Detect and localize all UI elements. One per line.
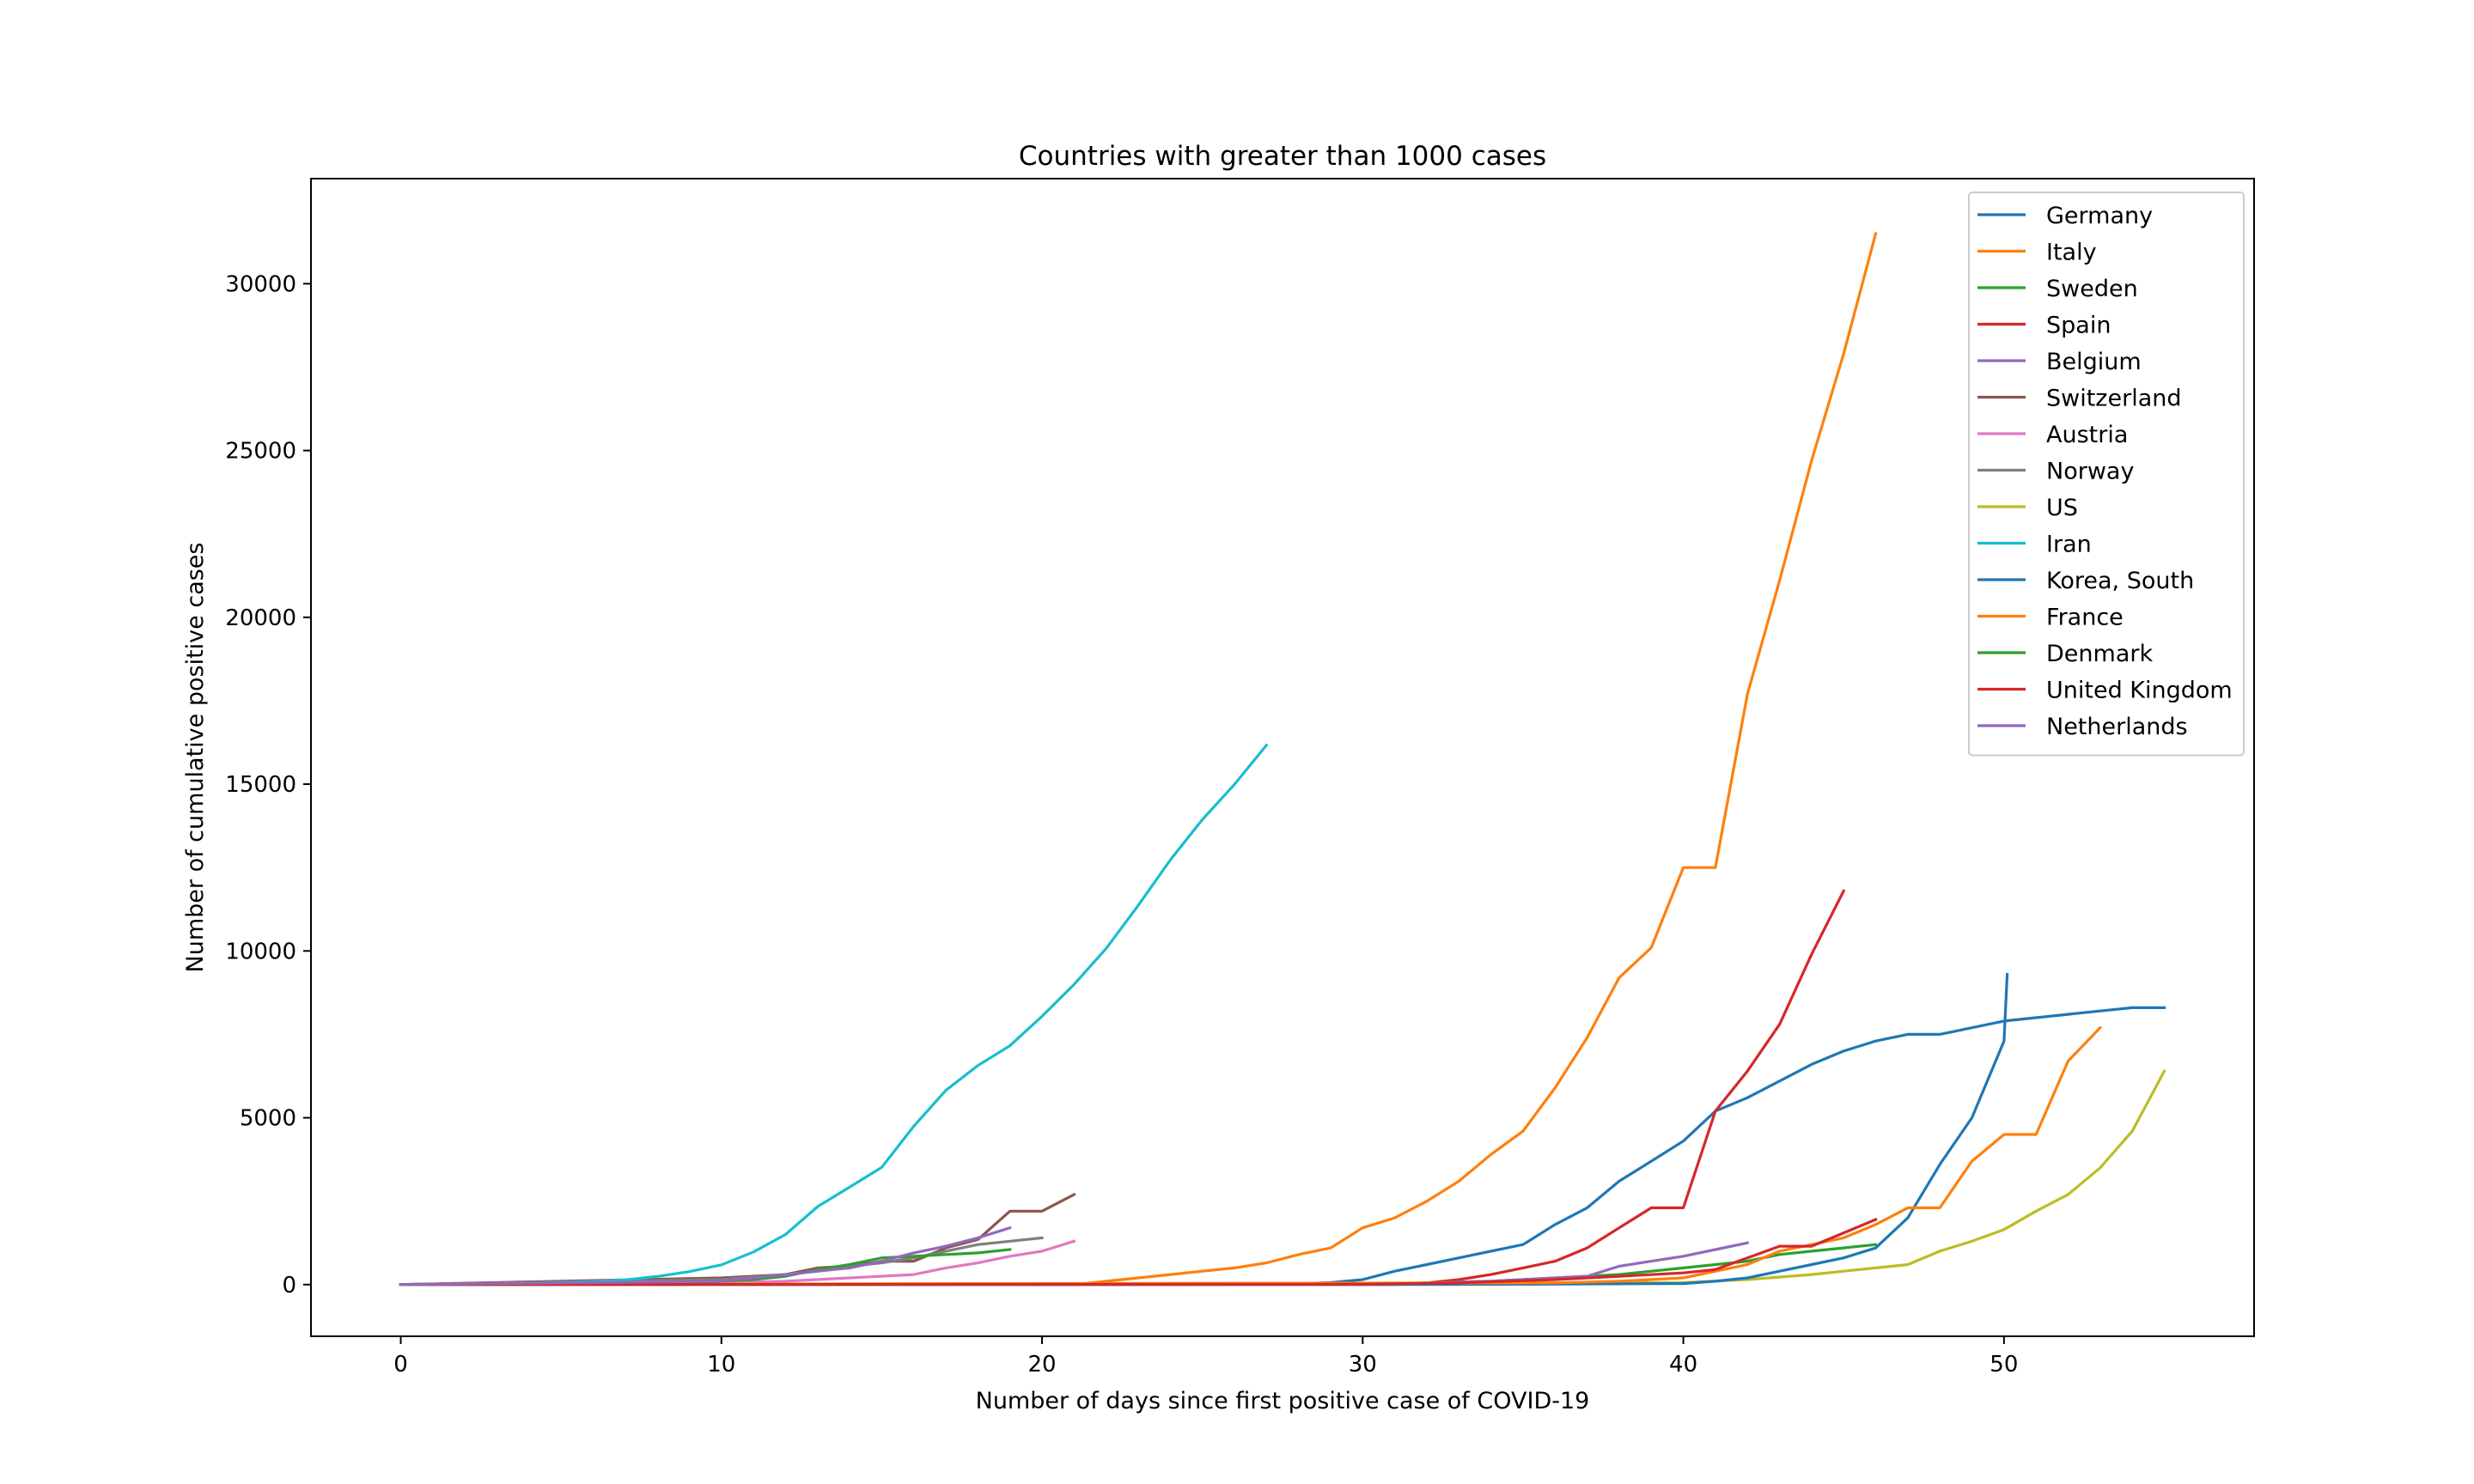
series-line-korea-south <box>399 972 2009 1286</box>
y-tick-label: 5000 <box>240 1106 296 1132</box>
x-axis-label: Number of days since first positive case… <box>976 1388 1590 1414</box>
series-layer <box>399 232 2166 1286</box>
y-tick-label: 25000 <box>225 439 296 465</box>
legend-label-us: US <box>2046 495 2078 521</box>
legend-label-korea-south: Korea, South <box>2046 568 2194 594</box>
y-tick-label: 15000 <box>225 772 296 798</box>
legend-label-iran: Iran <box>2046 532 2092 558</box>
legend-box <box>1968 192 2245 757</box>
legend-label-united-kingdom: United Kingdom <box>2046 678 2233 704</box>
x-tick-label: 30 <box>1349 1352 1377 1378</box>
x-tick-label: 40 <box>1669 1352 1697 1378</box>
legend: Germany Italy Sweden Spain Belgium Switzerlan… <box>1968 192 2245 757</box>
y-tick-label: 0 <box>282 1273 296 1298</box>
series-line-united-kingdom <box>399 1217 1878 1286</box>
legend-label-austria: Austria <box>2046 422 2128 448</box>
legend-label-germany: Germany <box>2046 203 2153 229</box>
legend-label-italy: Italy <box>2046 240 2097 266</box>
legend-label-norway: Norway <box>2046 459 2134 485</box>
series-line-france <box>399 1025 2103 1286</box>
y-tick-label: 30000 <box>225 271 296 297</box>
series-line-us <box>399 1069 2166 1286</box>
legend-label-france: France <box>2046 605 2124 631</box>
legend-label-netherlands: Netherlands <box>2046 714 2188 740</box>
legend-label-sweden: Sweden <box>2046 276 2138 302</box>
plot-area-frame <box>310 178 2255 1337</box>
tick-layer: 0 10 20 30 40 50 0 5000 10000 15000 20000 25000 3000… <box>225 271 2018 1378</box>
legend-label-belgium: Belgium <box>2046 349 2142 375</box>
x-tick-label: 20 <box>1028 1352 1057 1378</box>
legend-label-denmark: Denmark <box>2046 641 2153 667</box>
chart-title: Countries with greater than 1000 cases <box>1019 141 1546 172</box>
series-line-netherlands <box>399 1226 1012 1286</box>
y-tick-label: 10000 <box>225 939 296 964</box>
series-line-austria <box>399 1239 1076 1286</box>
legend-label-spain: Spain <box>2046 313 2111 339</box>
x-tick-label: 10 <box>707 1352 735 1378</box>
legend-label-switzerland: Switzerland <box>2046 386 2182 412</box>
x-tick-label: 0 <box>393 1352 408 1378</box>
y-axis-label: Number of cumulative positive cases <box>182 543 209 973</box>
x-tick-label: 50 <box>1990 1352 2018 1378</box>
y-tick-label: 20000 <box>225 605 296 631</box>
series-line-italy <box>399 232 1878 1286</box>
